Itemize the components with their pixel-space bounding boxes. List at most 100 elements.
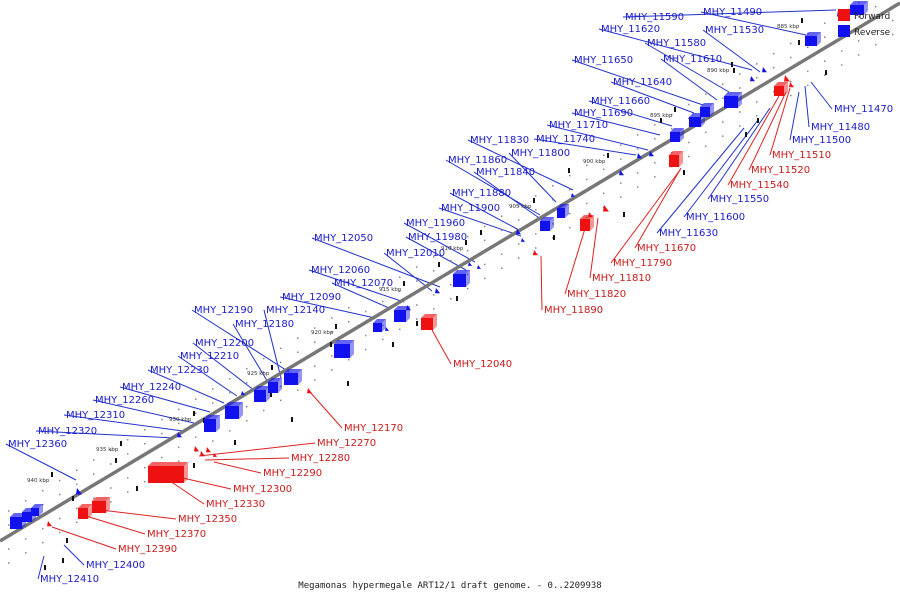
gene-label[interactable]: MHY_11580 <box>647 38 706 49</box>
gene-label[interactable]: MHY_12390 <box>118 544 177 555</box>
gene-label[interactable]: MHY_11690 <box>574 108 633 119</box>
gene-label[interactable]: MHY_12040 <box>453 359 512 370</box>
forward-gene[interactable] <box>774 82 788 96</box>
forward-gene[interactable] <box>580 215 594 231</box>
forward-gene-small[interactable] <box>194 446 199 452</box>
reverse-gene[interactable] <box>373 319 386 332</box>
gene-label[interactable]: MHY_11600 <box>686 212 745 223</box>
gene-label[interactable]: MHY_11740 <box>536 134 595 145</box>
reverse-gene[interactable] <box>700 103 714 117</box>
gene-label[interactable]: MHY_11790 <box>613 258 672 269</box>
gene-label[interactable]: MHY_12300 <box>233 484 292 495</box>
gene-label[interactable]: MHY_11800 <box>511 148 570 159</box>
forward-gene-small[interactable] <box>588 212 593 218</box>
forward-gene[interactable] <box>669 151 683 167</box>
forward-gene-small[interactable] <box>603 205 609 212</box>
gene-label[interactable]: MHY_11510 <box>772 150 831 161</box>
reverse-gene[interactable] <box>254 386 270 402</box>
gene-label[interactable]: MHY_11500 <box>792 135 851 146</box>
gene-label[interactable]: MHY_11840 <box>476 167 535 178</box>
forward-gene[interactable] <box>421 314 437 330</box>
gene-label[interactable]: MHY_11480 <box>811 122 870 133</box>
reverse-gene[interactable] <box>724 92 742 108</box>
reverse-gene-small[interactable] <box>516 229 521 235</box>
gene-label[interactable]: MHY_11830 <box>470 135 529 146</box>
gene-label[interactable]: MHY_12320 <box>38 426 97 437</box>
gene-label[interactable]: MHY_12170 <box>344 423 403 434</box>
forward-gene[interactable] <box>78 504 92 519</box>
gene-label[interactable]: MHY_11980 <box>408 232 467 243</box>
gene-label[interactable]: MHY_11520 <box>751 165 810 176</box>
forward-gene-small[interactable] <box>789 82 794 88</box>
gene-label[interactable]: MHY_12090 <box>282 292 341 303</box>
gene-label[interactable]: MHY_11640 <box>613 77 672 88</box>
gene-label[interactable]: MHY_12270 <box>317 438 376 449</box>
forward-gene-small[interactable] <box>213 453 217 457</box>
gene-label[interactable]: MHY_12210 <box>180 351 239 362</box>
reverse-gene-small[interactable] <box>521 238 525 242</box>
gene-label[interactable]: MHY_11470 <box>834 104 893 115</box>
forward-gene-small[interactable] <box>47 521 52 527</box>
reverse-gene[interactable] <box>850 1 868 15</box>
gene-label[interactable]: MHY_11590 <box>625 12 684 23</box>
reverse-gene-small[interactable] <box>750 76 755 82</box>
gene-label[interactable]: MHY_11650 <box>574 55 633 66</box>
gene-label[interactable]: MHY_12410 <box>40 574 99 585</box>
reverse-gene-small[interactable] <box>468 262 472 266</box>
gene-label[interactable]: MHY_12050 <box>314 233 373 244</box>
forward-gene-small[interactable] <box>206 447 211 453</box>
gene-label[interactable]: MHY_11610 <box>663 54 722 65</box>
gene-label[interactable]: MHY_11960 <box>406 218 465 229</box>
forward-gene[interactable] <box>148 462 188 483</box>
gene-label[interactable]: MHY_11660 <box>591 96 650 107</box>
gene-label[interactable]: MHY_12360 <box>8 439 67 450</box>
reverse-gene-small[interactable] <box>762 67 767 73</box>
gene-label[interactable]: MHY_11900 <box>441 203 500 214</box>
forward-gene-small[interactable] <box>533 250 538 256</box>
gene-label[interactable]: MHY_12240 <box>122 382 181 393</box>
reverse-gene-small[interactable] <box>477 265 481 269</box>
reverse-gene-small[interactable] <box>649 151 654 157</box>
gene-label[interactable]: MHY_12190 <box>194 305 253 316</box>
gene-label[interactable]: MHY_12290 <box>263 468 322 479</box>
reverse-gene-small[interactable] <box>619 170 624 176</box>
gene-label[interactable]: MHY_11820 <box>567 289 626 300</box>
gene-label[interactable]: MHY_11670 <box>637 243 696 254</box>
reverse-gene-small[interactable] <box>241 391 245 395</box>
gene-label[interactable]: MHY_12230 <box>150 365 209 376</box>
gene-label[interactable]: MHY_12350 <box>178 514 237 525</box>
gene-label[interactable]: MHY_12140 <box>266 305 325 316</box>
gene-label[interactable]: MHY_11630 <box>659 228 718 239</box>
reverse-gene[interactable] <box>670 128 684 142</box>
reverse-gene[interactable] <box>268 378 282 393</box>
reverse-gene[interactable] <box>204 415 220 432</box>
gene-label[interactable]: MHY_12200 <box>195 338 254 349</box>
forward-gene-small[interactable] <box>200 451 205 457</box>
gene-label[interactable]: MHY_12010 <box>386 248 445 259</box>
gene-label[interactable]: MHY_11890 <box>544 305 603 316</box>
gene-label[interactable]: MHY_12310 <box>66 410 125 421</box>
forward-gene-small[interactable] <box>784 75 790 82</box>
gene-label[interactable]: MHY_12330 <box>206 499 265 510</box>
reverse-gene[interactable] <box>557 204 569 218</box>
reverse-gene-small[interactable] <box>809 37 815 44</box>
gene-label[interactable]: MHY_11490 <box>703 7 762 18</box>
gene-label[interactable]: MHY_12260 <box>95 395 154 406</box>
gene-label[interactable]: MHY_11710 <box>549 120 608 131</box>
gene-label[interactable]: MHY_11540 <box>730 180 789 191</box>
forward-gene-small[interactable] <box>307 388 312 394</box>
gene-label[interactable]: MHY_11530 <box>705 25 764 36</box>
reverse-gene-small[interactable] <box>177 432 182 438</box>
gene-label[interactable]: MHY_11550 <box>710 194 769 205</box>
reverse-gene-small[interactable] <box>76 488 82 495</box>
reverse-gene[interactable] <box>334 340 354 358</box>
gene-label[interactable]: MHY_11810 <box>592 273 651 284</box>
reverse-gene[interactable] <box>284 369 302 385</box>
gene-label[interactable]: MHY_11880 <box>452 188 511 199</box>
gene-label[interactable]: MHY_11620 <box>601 24 660 35</box>
gene-label[interactable]: MHY_12370 <box>147 529 206 540</box>
reverse-gene[interactable] <box>805 32 821 46</box>
reverse-gene-small[interactable] <box>435 288 440 294</box>
gene-label[interactable]: MHY_12060 <box>311 265 370 276</box>
reverse-gene-small[interactable] <box>406 305 411 311</box>
